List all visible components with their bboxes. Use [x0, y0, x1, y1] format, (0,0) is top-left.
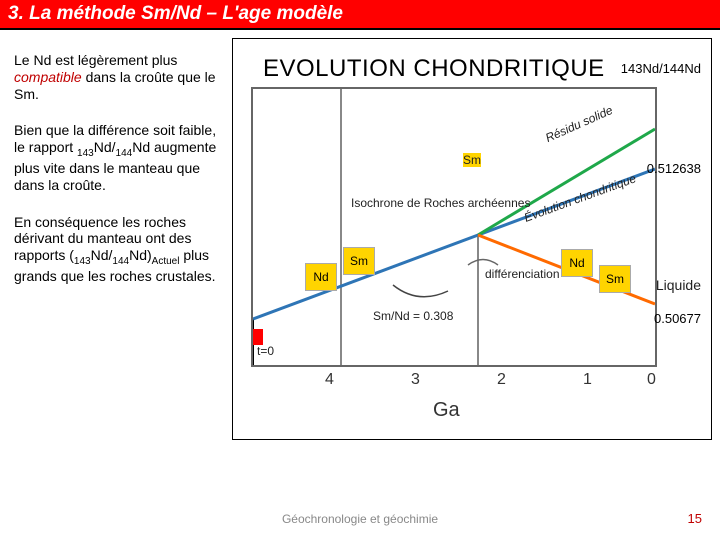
chur-value: 0.512638 — [647, 161, 701, 176]
slide-body: Le Nd est légèrement plus compatible dan… — [0, 30, 720, 536]
plot-svg — [253, 89, 655, 365]
smnd-label: Sm/Nd = 0.308 — [373, 309, 453, 323]
box-right-nd: Nd — [561, 249, 593, 277]
p1-a: Le Nd est légèrement plus — [14, 52, 177, 68]
p2-m1: Nd/ — [94, 139, 116, 155]
box-right-sm: Sm — [599, 265, 631, 293]
xtick-1: 1 — [583, 371, 592, 389]
chart-title: EVOLUTION CHONDRITIQUE — [263, 55, 605, 83]
p3-act: Actuel — [152, 256, 180, 267]
footer-center: Géochronologie et géochimie — [0, 512, 720, 526]
liq-value: 0.50677 — [654, 311, 701, 326]
xtick-2: 2 — [497, 371, 506, 389]
diff-label: différenciation — [485, 267, 560, 281]
header-title: 3. La méthode Sm/Nd – L'age modèle — [8, 3, 343, 24]
p3-s1: 143 — [74, 256, 91, 267]
p3-m1: Nd/ — [91, 247, 113, 263]
ratio-label: 143Nd/144Nd — [621, 61, 701, 76]
paragraph-2: Bien que la différence soit faible, le r… — [14, 122, 219, 193]
text-column: Le Nd est légèrement plus compatible dan… — [14, 52, 219, 305]
t0-label: t=0 — [257, 344, 274, 358]
paragraph-1: Le Nd est légèrement plus compatible dan… — [14, 52, 219, 102]
p2-s2: 144 — [116, 148, 133, 159]
xtick-0: 0 — [647, 371, 656, 389]
x-axis-label: Ga — [433, 399, 460, 422]
isochrone-label: Isochrone de Roches archéennes — [351, 197, 530, 210]
p3-s2: 144 — [112, 256, 129, 267]
chondritic-chart: EVOLUTION CHONDRITIQUE 143Nd/144Nd Isoch… — [232, 38, 712, 440]
liquide-label: Liquide — [656, 277, 701, 293]
p1-compat: compatible — [14, 69, 82, 85]
iso-label-text: Isochrone de Roches archéennes — [351, 196, 530, 210]
p2-s1: 143 — [77, 148, 94, 159]
plot-area: Isochrone de Roches archéennes différenc… — [251, 87, 657, 367]
xtick-4: 4 — [325, 371, 334, 389]
box-mid-sm: Sm — [463, 153, 481, 167]
page-number: 15 — [688, 511, 702, 526]
box-left-nd: Nd — [305, 263, 337, 291]
box-mid-sm-inner: Sm — [463, 153, 481, 167]
t0-red-tick — [253, 329, 263, 345]
smnd-arc — [393, 285, 448, 297]
section-header: 3. La méthode Sm/Nd – L'age modèle — [0, 0, 720, 30]
xtick-3: 3 — [411, 371, 420, 389]
box-left-sm: Sm — [343, 247, 375, 275]
p3-m2: Nd) — [129, 247, 152, 263]
paragraph-3: En conséquence les roches dérivant du ma… — [14, 214, 219, 285]
diff-arrow — [468, 260, 498, 266]
